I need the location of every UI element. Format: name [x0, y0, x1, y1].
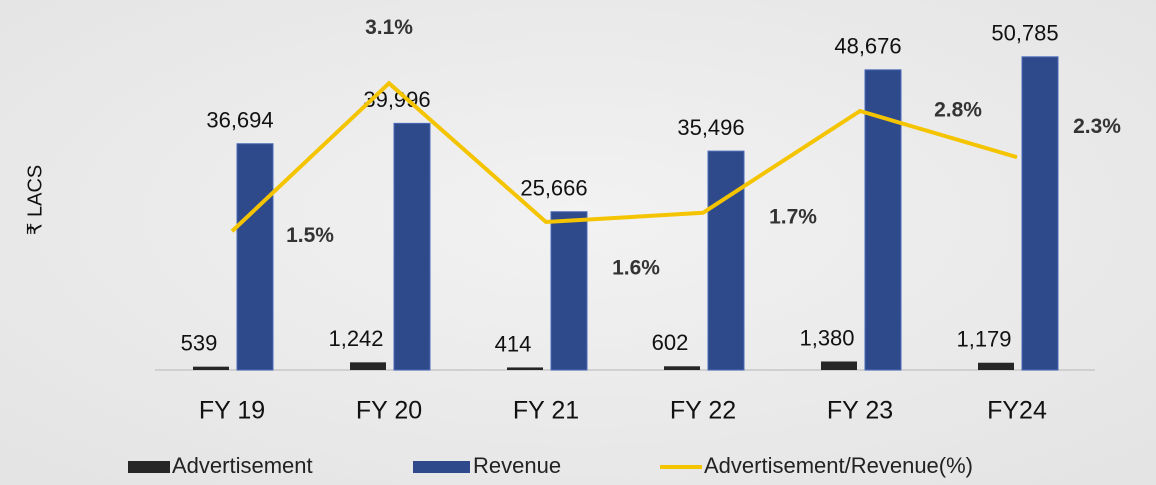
bar [236, 143, 274, 371]
legend-label: Advertisement/Revenue(%) [704, 453, 973, 478]
data-label: 2.3% [1073, 115, 1121, 138]
data-label: 2.8% [934, 99, 982, 122]
data-label: 50,785 [991, 21, 1058, 46]
data-label: 1.6% [612, 257, 660, 280]
data-label: 1.7% [769, 205, 817, 228]
data-label: 1,242 [328, 326, 383, 351]
legend-label: Revenue [473, 453, 561, 478]
data-label: 3.1% [365, 16, 413, 39]
data-label: 48,676 [834, 34, 901, 59]
x-tick-label: FY 22 [670, 397, 736, 425]
y-axis-label: ₹ LACS [24, 165, 46, 236]
x-tick-label: FY 21 [513, 397, 579, 425]
x-tick-label: FY24 [987, 397, 1047, 425]
data-label: 1,179 [956, 327, 1011, 352]
bar [350, 362, 386, 370]
bar [821, 361, 857, 370]
legend-swatch [128, 461, 170, 473]
data-label: 35,496 [677, 115, 744, 140]
bar [193, 366, 229, 370]
bar [707, 150, 745, 371]
x-tick-label: FY 20 [356, 397, 422, 425]
legend-label: Advertisement [172, 453, 313, 478]
data-label: 25,666 [520, 176, 587, 201]
data-label: 1.5% [286, 224, 334, 247]
data-label: 602 [652, 330, 689, 355]
line [230, 80, 1018, 233]
x-tick-label: FY 23 [827, 397, 893, 425]
data-label: 1,380 [799, 325, 854, 350]
bar [1021, 56, 1059, 371]
bar [978, 362, 1014, 370]
x-tick-label: FY 19 [199, 397, 265, 425]
data-label: 539 [181, 330, 218, 355]
bar [393, 122, 431, 371]
data-label: 36,694 [206, 108, 273, 133]
bar [507, 367, 543, 370]
legend-swatch [413, 461, 470, 473]
bar [550, 211, 588, 371]
data-label: 414 [495, 331, 532, 356]
bar [664, 366, 700, 370]
